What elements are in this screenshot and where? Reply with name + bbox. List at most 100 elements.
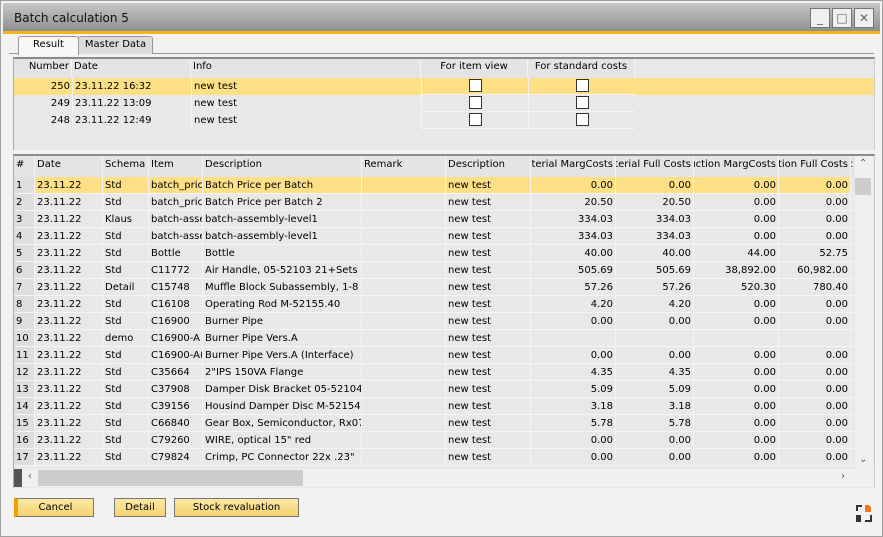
remark-cell (362, 177, 446, 193)
schema-cell: demo (103, 330, 149, 346)
table-row[interactable]: 12 23.11.22 Std C35664 2"IPS 150VA Flange new… (14, 364, 855, 381)
item-cell: C79260 (149, 432, 203, 448)
date-cell: 23.11.22 (35, 245, 103, 261)
for-standard-costs-checkbox[interactable] (575, 78, 589, 92)
tab-master-data[interactable]: Master Data (78, 36, 153, 54)
table-row[interactable]: 9 23.11.22 Std C16900 Burner Pipe new test 0.0… (14, 313, 855, 330)
maximize-button[interactable]: □ (832, 8, 852, 28)
row-number-cell: 7 (14, 279, 35, 295)
minimize-button[interactable]: _ (810, 8, 830, 28)
scroll-right-icon[interactable]: › (841, 471, 845, 482)
column-header-label: Production Full Costs (779, 159, 848, 170)
horizontal-scroll-thumb[interactable] (38, 470, 303, 486)
column-header-label: Schema (105, 159, 146, 170)
results-grid: ⌃ ⌄ ‹ › # Date Schema Item Description Remark… (13, 154, 875, 488)
table-row[interactable]: 8 23.11.22 Std C16108 Operating Rod M-52155.… (14, 296, 855, 313)
vertical-scroll-thumb[interactable] (855, 178, 871, 195)
col-for-item-view-header[interactable]: For item view (421, 59, 528, 78)
material-marg-costs-cell: 505.69 (531, 262, 616, 278)
col-more-header[interactable]: c (851, 156, 856, 177)
description-cell: Burner Pipe (203, 313, 362, 329)
cancel-button[interactable]: Cancel (14, 498, 94, 517)
col-description-header[interactable]: Description (203, 156, 362, 177)
item-cell: C15748 (149, 279, 203, 295)
item-cell: batch-assen (149, 211, 203, 227)
row-number-cell: 6 (14, 262, 35, 278)
col-number-header[interactable]: Number (14, 59, 72, 78)
table-row[interactable]: 6 23.11.22 Std C11772 Air Handle, 05-52103 2… (14, 262, 855, 279)
table-row[interactable]: 14 23.11.22 Std C39156 Housind Damper Disc M… (14, 398, 855, 415)
col-date-header[interactable]: Date (35, 156, 103, 177)
schema-cell: Std (103, 313, 149, 329)
col-item-header[interactable]: Item (149, 156, 203, 177)
scroll-down-icon[interactable]: ⌄ (859, 454, 868, 465)
horizontal-scrollbar[interactable]: ‹ › (14, 469, 874, 487)
info-description-cell: new test (446, 330, 531, 346)
production-marg-costs-cell: 520.30 (694, 279, 779, 295)
for-item-view-checkbox[interactable] (468, 112, 482, 126)
col-production-marg-costs-header[interactable]: Production MargCosts (694, 156, 779, 177)
material-full-costs-cell: 0.00 (616, 313, 694, 329)
col-remark-header[interactable]: Remark (362, 156, 446, 177)
info-description-cell: new test (446, 364, 531, 380)
table-row[interactable]: 7 23.11.22 Detail C15748 Muffle Block Subass… (14, 279, 855, 296)
col-for-standard-costs-header[interactable]: For standard costs (528, 59, 635, 78)
item-cell: C11772 (149, 262, 203, 278)
for-item-view-cell (421, 78, 528, 95)
col-material-marg-costs-header[interactable]: Material MargCosts (531, 156, 616, 177)
info-description-cell: new test (446, 381, 531, 397)
col-row-number-header[interactable]: # (14, 156, 35, 177)
for-item-view-checkbox[interactable] (468, 78, 482, 92)
info-description-cell: new test (446, 194, 531, 210)
col-date-header[interactable]: Date (72, 59, 191, 78)
row-number-cell: 15 (14, 415, 35, 431)
close-button[interactable]: ✕ (854, 8, 874, 28)
material-marg-costs-cell: 3.18 (531, 398, 616, 414)
table-row[interactable]: 16 23.11.22 Std C79260 WIRE, optical 15" red… (14, 432, 855, 449)
batch-row[interactable]: 248 23.11.22 12:49 new test (14, 112, 874, 129)
production-full-costs-cell: 780.40 (779, 279, 851, 295)
col-schema-header[interactable]: Schema (103, 156, 149, 177)
vertical-scrollbar[interactable]: ⌃ ⌄ (855, 156, 873, 470)
for-standard-costs-checkbox[interactable] (575, 95, 589, 109)
table-row[interactable]: 10 23.11.22 demo C16900-A Burner Pipe Vers.A… (14, 330, 855, 347)
stock-revaluation-button[interactable]: Stock revaluation (174, 498, 299, 517)
col-info-header[interactable]: Info (191, 59, 421, 78)
title-bar[interactable]: Batch calculation 5 _ □ ✕ (3, 3, 880, 31)
for-standard-costs-checkbox[interactable] (575, 112, 589, 126)
detail-button[interactable]: Detail (114, 498, 166, 517)
production-marg-costs-cell: 0.00 (694, 347, 779, 363)
table-row[interactable]: 423.11.22Stdbatch-assenbatch-assembly-le… (14, 228, 855, 245)
tab-result[interactable]: Result (18, 36, 79, 55)
scroll-up-icon[interactable]: ⌃ (859, 158, 868, 169)
table-row[interactable]: 13 23.11.22 Std C37908 Damper Disk Bracket 0… (14, 381, 855, 398)
date-cell: 23.11.22 (35, 194, 103, 210)
col-material-full-costs-header[interactable]: Material Full Costs (616, 156, 694, 177)
table-row[interactable]: 15 23.11.22 Std C66840 Gear Box, Semiconduct… (14, 415, 855, 432)
scroll-left-icon[interactable]: ‹ (28, 471, 32, 482)
date-cell: 23.11.22 (35, 347, 103, 363)
table-row[interactable]: 17 23.11.22 Std C79824 Crimp, PC Connector 2… (14, 449, 855, 466)
production-full-costs-cell: 0.00 (779, 211, 851, 227)
production-full-costs-cell: 0.00 (779, 449, 851, 465)
remark-cell (362, 245, 446, 261)
col-production-full-costs-header[interactable]: Production Full Costs (779, 156, 851, 177)
for-item-view-checkbox[interactable] (468, 95, 482, 109)
item-cell: C16900 (149, 313, 203, 329)
table-row[interactable]: 323.11.22Klausbatch-assenbatch-assembly-… (14, 211, 855, 228)
production-marg-costs-cell: 0.00 (694, 415, 779, 431)
row-number-cell: 3 (14, 211, 35, 227)
table-row[interactable]: 5 23.11.22 Std Bottle Bottle new test 40.00 40.… (14, 245, 855, 262)
batch-row[interactable]: 250 23.11.22 16:32 new test (14, 78, 874, 95)
batch-info: new test (191, 78, 421, 95)
window-title: Batch calculation 5 (14, 11, 129, 25)
info-description-cell: new test (446, 279, 531, 295)
production-full-costs-cell: 0.00 (779, 228, 851, 244)
batch-row[interactable]: 249 23.11.22 13:09 new test (14, 95, 874, 112)
col-info-description-header[interactable]: Description (446, 156, 531, 177)
info-description-cell: new test (446, 398, 531, 414)
